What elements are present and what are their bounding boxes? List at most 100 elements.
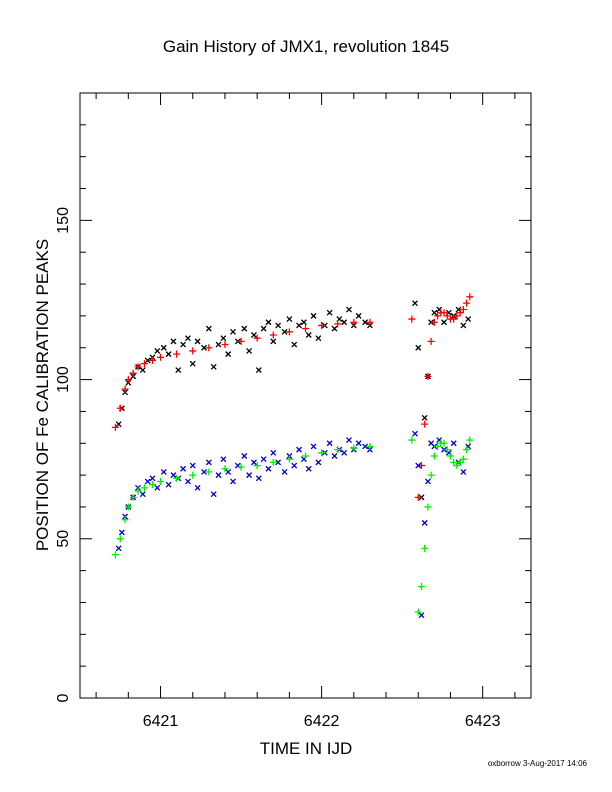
data-point <box>418 612 425 619</box>
data-point <box>459 455 467 463</box>
data-point <box>281 468 288 475</box>
data-point <box>302 325 309 333</box>
data-point <box>165 481 172 488</box>
data-point <box>118 529 125 536</box>
data-point <box>154 347 161 354</box>
data-point <box>129 493 137 501</box>
data-point <box>466 436 474 444</box>
data-point <box>362 443 369 450</box>
data-point <box>121 516 129 524</box>
data-point <box>286 316 293 323</box>
series-1 <box>111 293 474 501</box>
data-point <box>466 293 474 301</box>
data-point <box>434 442 442 450</box>
x-tick-label: 6422 <box>304 713 340 730</box>
data-point <box>285 455 293 463</box>
data-point <box>184 478 191 485</box>
footer-credit: oxborrow 3-Aug-2017 14:06 <box>488 759 588 768</box>
data-point <box>134 363 142 371</box>
data-point <box>350 318 358 326</box>
data-point <box>265 465 272 472</box>
data-point <box>116 404 124 412</box>
data-point <box>157 477 165 485</box>
data-point <box>310 312 317 319</box>
data-point <box>140 484 148 492</box>
data-point <box>221 465 229 473</box>
data-point <box>260 325 267 332</box>
data-point <box>253 462 261 470</box>
data-point <box>366 318 374 326</box>
data-point <box>111 423 119 431</box>
data-point <box>275 459 282 466</box>
data-point <box>165 351 172 358</box>
data-point <box>408 436 416 444</box>
data-point <box>139 491 146 498</box>
data-point <box>154 484 161 491</box>
data-point <box>265 319 272 326</box>
data-point <box>415 344 422 351</box>
data-point <box>430 452 438 460</box>
data-point <box>341 319 348 326</box>
data-point <box>456 458 464 466</box>
data-point <box>443 446 451 454</box>
data-point <box>362 319 369 326</box>
data-point <box>460 322 467 329</box>
data-point <box>421 544 429 552</box>
data-point <box>139 367 146 373</box>
data-point <box>241 325 248 332</box>
data-point <box>424 478 431 485</box>
data-point <box>144 478 151 485</box>
data-point <box>318 321 326 329</box>
data-point <box>160 344 167 351</box>
data-point <box>408 315 416 323</box>
data-point <box>430 318 438 326</box>
data-point <box>414 493 422 501</box>
data-point <box>305 332 312 338</box>
data-point <box>440 439 448 447</box>
data-point <box>160 468 167 475</box>
data-point <box>189 471 197 479</box>
data-point <box>421 519 428 526</box>
data-point <box>463 446 471 454</box>
data-point <box>201 468 207 475</box>
data-point <box>275 322 282 329</box>
data-point <box>424 372 432 380</box>
y-tick-label: 150 <box>55 207 72 234</box>
data-point <box>417 583 425 591</box>
data-point <box>412 430 418 437</box>
data-point <box>331 453 338 459</box>
data-point <box>459 306 467 314</box>
data-point <box>431 309 438 316</box>
data-point <box>421 414 428 421</box>
data-point <box>184 335 191 342</box>
data-point <box>450 440 457 447</box>
data-point <box>246 472 253 479</box>
data-point <box>434 312 442 320</box>
data-point <box>441 319 447 326</box>
data-point <box>124 503 132 511</box>
plot-frame <box>79 92 532 699</box>
data-point <box>310 443 317 450</box>
data-point <box>296 446 303 453</box>
y-tick-label: 100 <box>55 366 72 393</box>
data-point <box>414 608 422 616</box>
data-point <box>157 353 165 361</box>
data-point <box>230 478 236 485</box>
data-point <box>269 331 277 339</box>
data-point <box>225 351 232 358</box>
data-point <box>221 341 229 349</box>
data-point <box>427 471 435 479</box>
data-point <box>443 312 451 320</box>
data-point <box>205 344 213 352</box>
data-point <box>175 367 182 373</box>
data-point <box>355 440 362 447</box>
data-point <box>205 468 213 476</box>
data-point <box>121 385 129 393</box>
data-point <box>421 420 429 428</box>
data-point <box>148 356 156 364</box>
data-point <box>346 437 352 444</box>
data-point <box>440 309 448 317</box>
x-tick-label: 6421 <box>143 713 179 730</box>
series-3 <box>111 436 474 616</box>
